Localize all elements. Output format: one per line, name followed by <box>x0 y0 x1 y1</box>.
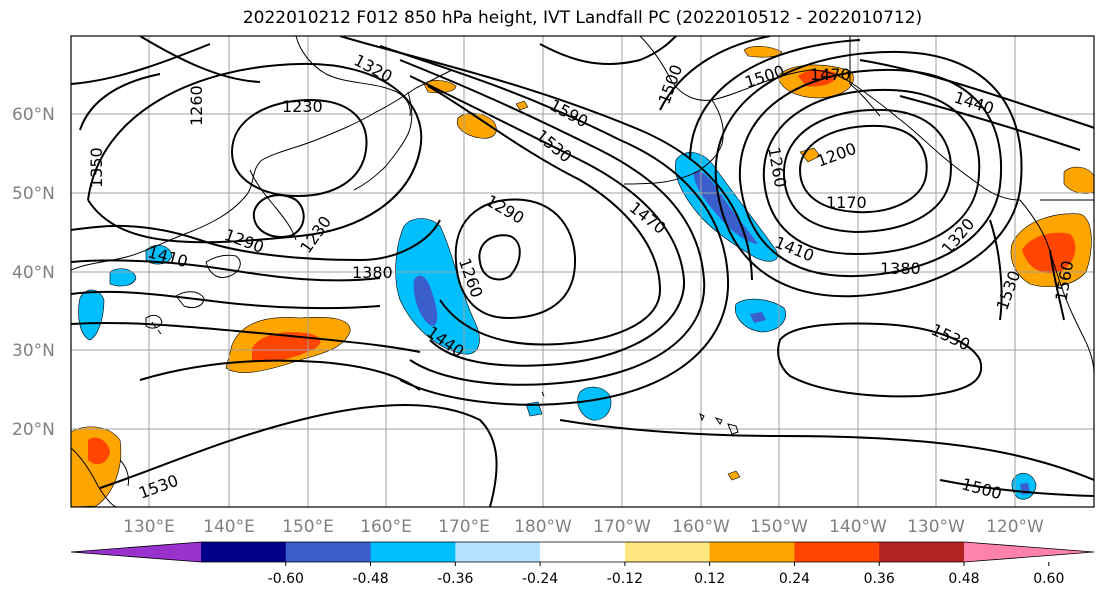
negative-anomaly-core <box>413 275 438 326</box>
colorbar-segment <box>794 542 880 562</box>
lon-label: 150°W <box>750 517 808 537</box>
positive-anomaly-core <box>798 69 838 87</box>
lon-label: 160°E <box>360 517 412 537</box>
colorbar-tick-label: -0.48 <box>352 571 388 587</box>
contour-label: 1170 <box>826 193 867 212</box>
lon-label: 160°W <box>672 517 730 537</box>
colorbar-segment <box>285 542 372 562</box>
lon-label: 170°E <box>438 517 490 537</box>
negative-anomaly-region <box>109 268 137 287</box>
plot-border <box>70 35 1095 508</box>
latitude-labels: 60°N 50°N 40°N 30°N 20°N <box>12 105 55 440</box>
positive-anomaly-core <box>252 332 321 363</box>
positive-anomaly-core <box>88 437 110 465</box>
contour-label: 1470 <box>810 65 851 84</box>
lon-label: 150°E <box>282 517 334 537</box>
positive-anomaly-region <box>1063 166 1094 194</box>
positive-anomaly-region <box>727 470 741 481</box>
colorbar-tick-label: 0.24 <box>779 571 810 587</box>
colorbar-segment <box>624 542 711 562</box>
colorbar-extension-high <box>964 542 1094 562</box>
gridlines <box>71 36 1094 507</box>
colorbar-outline <box>70 541 1095 563</box>
lon-label: 140°E <box>203 517 255 537</box>
positive-anomaly-core <box>1022 232 1076 274</box>
lon-label: 130°W <box>907 517 965 537</box>
lat-label: 40°N <box>12 263 55 283</box>
lon-label: 170°W <box>593 517 651 537</box>
longitude-labels: 130°E 140°E 150°E 160°E 170°E 180°W 170°… <box>123 517 1044 537</box>
lon-label: 140°W <box>829 517 887 537</box>
contour-label: 1380 <box>352 263 393 282</box>
lon-label: 120°W <box>986 517 1044 537</box>
negative-anomaly-region <box>577 386 612 421</box>
colorbar-tick-label: 0.60 <box>1033 571 1064 587</box>
colorbar-segment <box>455 542 541 562</box>
colorbar-tick-label: -0.36 <box>437 571 473 587</box>
positive-anomaly-region <box>423 80 457 94</box>
contour-label: 1260 <box>187 85 206 126</box>
colorbar-segment <box>201 542 287 562</box>
contour-label: 1350 <box>87 147 106 188</box>
colorbar-segment <box>540 542 626 562</box>
colorbar-tick-label: -0.60 <box>268 571 304 587</box>
colorbar-segment <box>709 542 795 562</box>
lon-label: 180°W <box>514 517 572 537</box>
lon-label: 130°E <box>123 517 175 537</box>
lat-label: 30°N <box>12 341 55 361</box>
map-title: 2022010212 F012 850 hPa height, IVT Land… <box>242 8 923 28</box>
height-contours <box>71 36 1094 507</box>
colorbar-tick-label: -0.12 <box>607 571 643 587</box>
contour-label: 1230 <box>282 97 323 116</box>
colorbar-extension-low <box>71 542 201 562</box>
positive-anomaly-region <box>743 46 783 58</box>
negative-anomaly-core <box>750 312 766 323</box>
colorbar-tick-label: 0.12 <box>694 571 725 587</box>
lat-label: 20°N <box>12 420 55 440</box>
contour-label: 1380 <box>880 259 921 278</box>
colorbar-tick-label: 0.48 <box>948 571 979 587</box>
negative-anomaly-region <box>145 244 173 265</box>
colorbar: -0.60 -0.48 -0.36 -0.24 -0.12 0.12 0.24 0.36 0.4… <box>70 541 1095 587</box>
positive-anomaly-region <box>456 112 497 139</box>
colorbar-segment <box>370 542 456 562</box>
colorbar-tick-label: -0.24 <box>522 571 558 587</box>
lat-label: 60°N <box>12 105 55 125</box>
positive-anomaly-region <box>515 100 529 111</box>
colorbar-tick-label: 0.36 <box>864 571 895 587</box>
lat-label: 50°N <box>12 184 55 204</box>
colorbar-segment <box>879 542 965 562</box>
